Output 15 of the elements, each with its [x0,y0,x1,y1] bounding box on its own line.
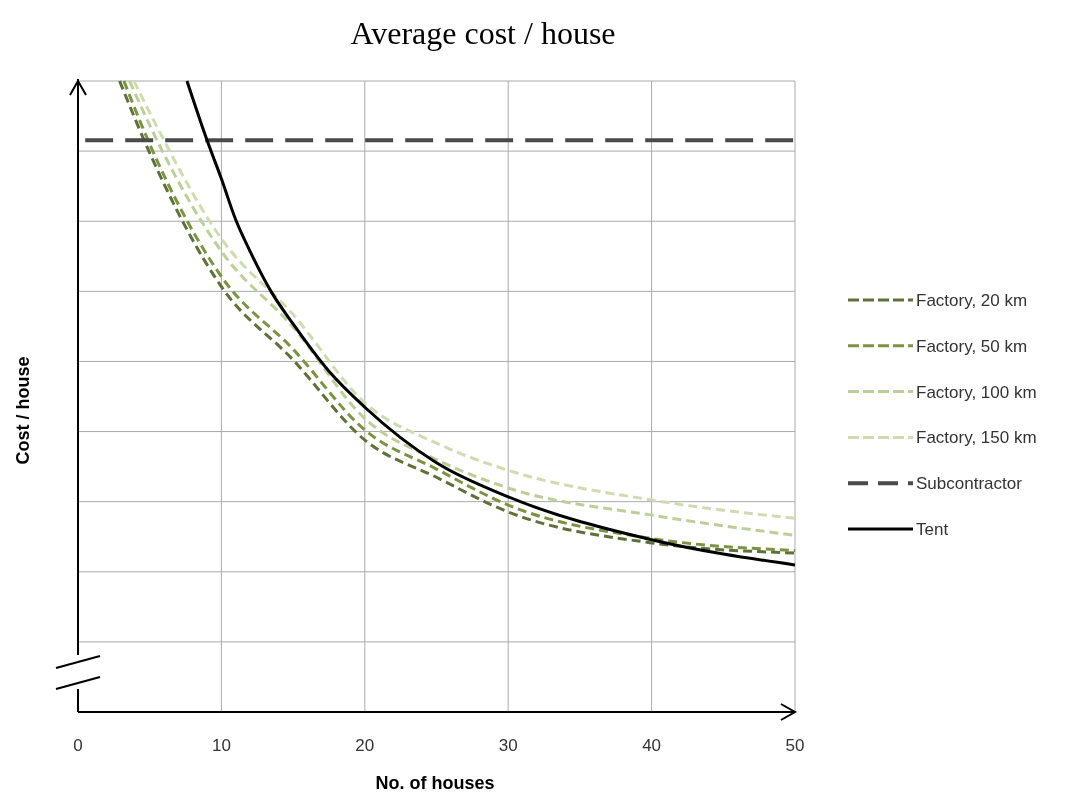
x-tick-label: 30 [498,736,518,755]
legend-label: Tent [916,520,949,539]
x-tick-label: 40 [642,736,662,755]
x-tick-label: 50 [785,736,805,755]
x-axis-title: No. of houses [375,773,495,793]
legend-label: Factory, 50 km [916,336,1028,356]
x-tick-label: 10 [211,736,231,755]
legend-label: Subcontractor [916,474,1023,494]
legend-label: Factory, 150 km [916,428,1037,448]
legend-label: Factory, 20 km [916,291,1028,310]
y-axis-title: Cost / house [13,356,33,465]
chart-title: Average cost / house [350,15,616,51]
x-tick-label: 20 [355,736,375,755]
x-tick-label: 0 [73,736,83,755]
legend-label: Factory, 100 km [916,382,1037,402]
